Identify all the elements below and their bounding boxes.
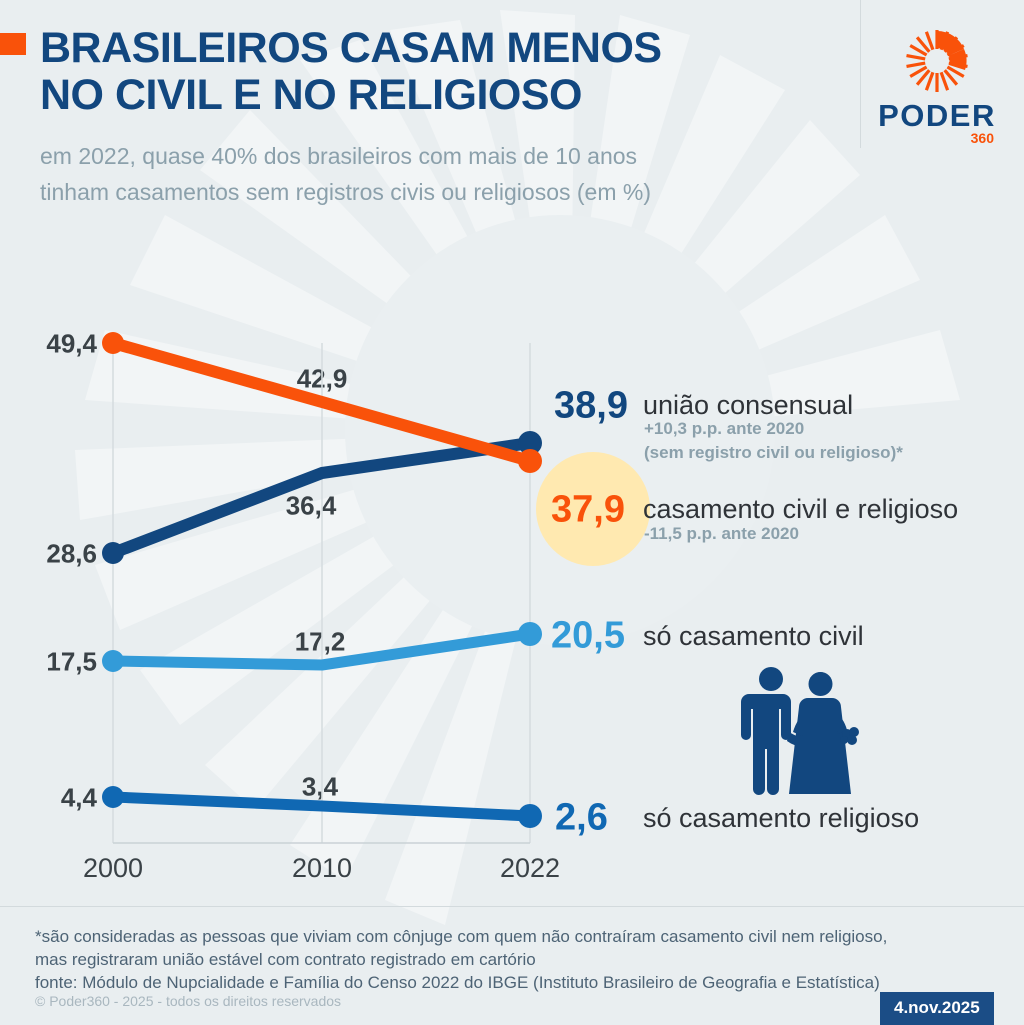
footnote: *são consideradas as pessoas que viviam … [35,925,995,994]
legend-delta-uniao-consensual: +10,3 p.p. ante 2020 [644,419,805,438]
page-title: BRASILEIROS CASAM MENOS NO CIVIL E NO RE… [40,25,800,119]
accent-square-icon [0,33,26,55]
subtitle-line-1: em 2022, quase 40% dos brasileiros com m… [40,143,638,169]
marker-lightblue-2022 [518,622,542,646]
legend-label-uniao-consensual: união consensual [643,390,854,420]
legend-value-so-casamento-civil: 20,5 [551,614,625,657]
logo-wordmark: PODER [878,98,996,133]
footnote-line-2: mas registraram união estável com contra… [35,950,536,969]
legend-label-casamento-civil-religioso: casamento civil e religioso [643,494,959,524]
marker-orange-2000 [102,332,124,354]
legend-label-so-casamento-civil: só casamento civil [643,621,864,651]
footer-divider [0,906,1024,907]
copyright-notice: © Poder360 - 2025 - todos os direitos re… [35,993,342,1009]
point-label-mediumblue-2000: 4,4 [60,782,97,813]
title-line-2: NO CIVIL E NO RELIGIOSO [40,71,583,119]
title-line-1: BRASILEIROS CASAM MENOS [40,24,662,72]
marker-navy-2000 [102,542,124,564]
marker-lightblue-2000 [102,650,124,672]
x-axis-tick-2000: 2000 [82,853,144,883]
point-label-navy-2000: 28,6 [46,538,97,569]
publication-date-badge: 4.nov.2025 [880,992,994,1025]
legend-label-so-casamento-religioso: só casamento religioso [643,803,920,833]
poder360-logo: PODER 360 [872,26,1002,146]
header-divider [860,0,861,148]
header: BRASILEIROS CASAM MENOS NO CIVIL E NO RE… [0,0,1024,215]
marker-mediumblue-2000 [102,786,124,808]
marker-orange-2022 [518,449,542,473]
marker-mediumblue-2022 [518,804,542,828]
chart-gridlines [112,343,531,843]
footnote-source: fonte: Módulo de Nupcialidade e Família … [35,973,880,992]
wedding-couple-icon [741,667,859,795]
point-label-lightblue-2000: 17,5 [46,646,97,677]
page-subtitle: em 2022, quase 40% dos brasileiros com m… [40,138,830,210]
legend-value-casamento-civil-religioso: 37,9 [551,488,625,531]
footnote-line-1: *são consideradas as pessoas que viviam … [35,927,888,946]
sunburst-logo-icon [906,30,968,92]
legend-value-uniao-consensual: 38,9 [554,384,628,427]
legend-value-so-casamento-religioso: 2,6 [555,796,608,839]
legend-delta-casamento-civil-religioso: -11,5 p.p. ante 2020 [644,524,799,543]
logo-suffix: 360 [970,130,994,146]
legend-note-uniao-consensual: (sem registro civil ou religioso)* [644,443,903,462]
subtitle-line-2: tinham casamentos sem registros civis ou… [40,179,651,205]
